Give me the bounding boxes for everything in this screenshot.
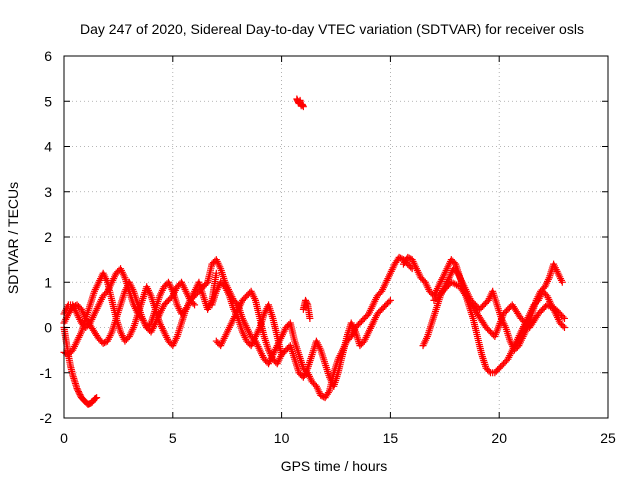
ticks-layer: 0 5 10 15 20 25 -2 -1 0 1 2 3 4 5 6 [40, 48, 616, 446]
data-point [559, 313, 567, 321]
data-point [189, 299, 197, 307]
series-track-H [293, 95, 307, 111]
data-point [560, 324, 568, 331]
data-point [560, 314, 568, 322]
y-tick-label: 3 [44, 184, 52, 200]
data-point [559, 322, 567, 330]
y-tick-label: 0 [44, 320, 52, 336]
data-point [75, 388, 83, 396]
y-tick-label: 4 [44, 139, 52, 155]
data-point [278, 351, 286, 359]
data-point [485, 367, 493, 375]
series-track-F [208, 278, 394, 390]
data-point [76, 391, 84, 399]
series-track-G [212, 287, 286, 368]
series-track-E [204, 253, 416, 402]
x-axis-label: GPS time / hours [281, 458, 388, 474]
grid-layer [64, 56, 608, 418]
y-tick-label: 1 [44, 274, 52, 290]
data-point [92, 394, 100, 402]
data-point [93, 394, 101, 402]
series-track-J [399, 253, 568, 377]
data-point [386, 296, 394, 304]
data-point [558, 278, 566, 286]
x-tick-label: 5 [169, 430, 177, 446]
series-track-L [430, 278, 568, 341]
data-point [385, 298, 393, 306]
data-point [75, 389, 83, 397]
data-point [302, 298, 310, 306]
data-point [202, 280, 210, 288]
series-track-D [60, 265, 199, 336]
data-point [74, 386, 82, 394]
data-point [302, 296, 310, 304]
x-tick-label: 0 [60, 430, 68, 446]
y-tick-label: -2 [40, 410, 53, 426]
data-point [73, 385, 81, 393]
x-tick-label: 10 [274, 430, 290, 446]
y-tick-label: 2 [44, 229, 52, 245]
y-tick-label: -1 [40, 365, 53, 381]
x-tick-label: 15 [383, 430, 399, 446]
x-tick-label: 25 [600, 430, 616, 446]
series-track-K [419, 260, 566, 354]
data-point [299, 103, 307, 111]
data-point [324, 389, 332, 397]
y-axis-label: SDTVAR / TECUs [5, 182, 21, 294]
x-tick-label: 20 [491, 430, 507, 446]
y-tick-label: 6 [44, 48, 52, 64]
series-track-I [299, 296, 314, 322]
chart-title: Day 247 of 2020, Sidereal Day-to-day VTE… [80, 21, 584, 37]
marks-layer [60, 95, 568, 408]
data-point [212, 269, 220, 277]
data-point [303, 299, 311, 307]
series-track-A [60, 324, 101, 408]
data-point [191, 301, 199, 309]
y-tick-label: 5 [44, 93, 52, 109]
data-point [306, 314, 314, 322]
